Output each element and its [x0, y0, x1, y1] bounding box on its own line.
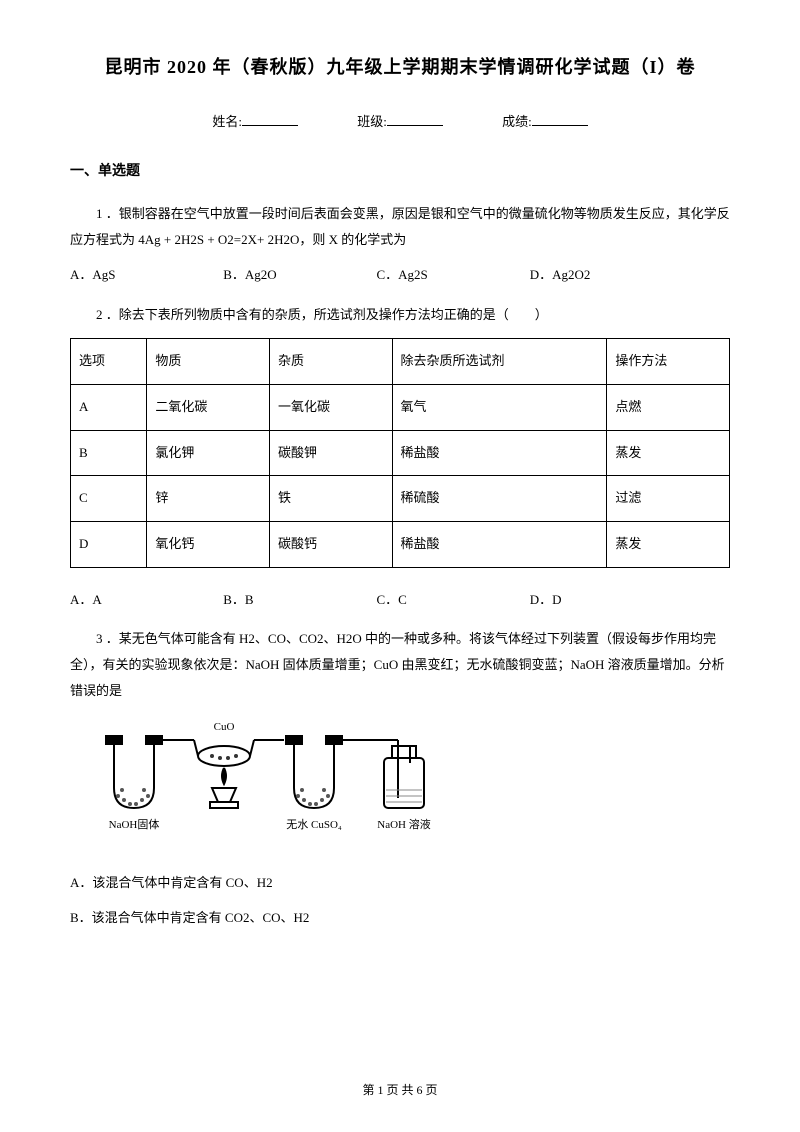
- q3-num: 3 ．: [96, 631, 119, 646]
- table-row: B 氯化钾 碳酸钾 稀盐酸 蒸发: [71, 430, 730, 476]
- q1-opt-a[interactable]: A．AgS: [70, 263, 220, 288]
- cuo-label: CuO: [214, 721, 235, 733]
- td: 氧气: [392, 384, 607, 430]
- section-header: 一、单选题: [70, 159, 730, 186]
- q1-opt-b[interactable]: B．Ag2O: [223, 263, 373, 288]
- q2-table: 选项 物质 杂质 除去杂质所选试剂 操作方法 A 二氧化碳 一氧化碳 氧气 点燃…: [70, 338, 730, 567]
- td: A: [71, 384, 147, 430]
- th: 杂质: [269, 339, 392, 385]
- question-2: 2 ．除去下表所列物质中含有的杂质，所选试剂及操作方法均正确的是（ ）: [70, 302, 730, 328]
- td: 蒸发: [607, 521, 730, 567]
- naoh-solid-label: NaOH固体: [109, 817, 160, 831]
- td: 碳酸钾: [269, 430, 392, 476]
- td: 氯化钾: [147, 430, 270, 476]
- score-label: 成绩:: [502, 114, 532, 129]
- class-blank[interactable]: [387, 112, 443, 126]
- td: 蒸发: [607, 430, 730, 476]
- name-field: 姓名:: [212, 110, 298, 135]
- td: C: [71, 476, 147, 522]
- q2-num: 2 ．: [96, 307, 119, 322]
- q2-opt-a[interactable]: A．A: [70, 588, 220, 613]
- q1-opt-c[interactable]: C．Ag2S: [377, 263, 527, 288]
- cuso4-label: 无水 CuSO₄: [286, 818, 342, 831]
- score-field: 成绩:: [502, 110, 588, 135]
- q1-text: 银制容器在空气中放置一段时间后表面会变黑，原因是银和空气中的微量硫化物等物质发生…: [70, 206, 730, 247]
- th: 除去杂质所选试剂: [392, 339, 607, 385]
- table-header-row: 选项 物质 杂质 除去杂质所选试剂 操作方法: [71, 339, 730, 385]
- naoh-liq-label: NaOH 溶液: [377, 817, 430, 831]
- class-label: 班级:: [357, 114, 387, 129]
- td: 锌: [147, 476, 270, 522]
- th: 操作方法: [607, 339, 730, 385]
- q3-text: 某无色气体可能含有 H2、CO、CO2、H2O 中的一种或多种。将该气体经过下列…: [70, 631, 725, 698]
- td: B: [71, 430, 147, 476]
- page-footer: 第 1 页 共 6 页: [0, 1079, 800, 1102]
- td: 碳酸钙: [269, 521, 392, 567]
- q2-opt-d[interactable]: D．D: [530, 588, 680, 613]
- th: 选项: [71, 339, 147, 385]
- name-blank[interactable]: [242, 112, 298, 126]
- td: 一氧化碳: [269, 384, 392, 430]
- q1-options: A．AgS B．Ag2O C．Ag2S D．Ag2O2: [70, 263, 730, 288]
- q1-opt-d[interactable]: D．Ag2O2: [530, 263, 680, 288]
- q2-text: 除去下表所列物质中含有的杂质，所选试剂及操作方法均正确的是（ ）: [119, 307, 548, 322]
- table-row: C 锌 铁 稀硫酸 过滤: [71, 476, 730, 522]
- table-row: D 氧化钙 碳酸钙 稀盐酸 蒸发: [71, 521, 730, 567]
- q2-opt-c[interactable]: C．C: [377, 588, 527, 613]
- td: 铁: [269, 476, 392, 522]
- score-blank[interactable]: [532, 112, 588, 126]
- q3-opt-a[interactable]: A．该混合气体中肯定含有 CO、H2: [70, 871, 730, 896]
- td: 稀盐酸: [392, 521, 607, 567]
- question-3: 3 ．某无色气体可能含有 H2、CO、CO2、H2O 中的一种或多种。将该气体经…: [70, 626, 730, 704]
- q2-options: A．A B．B C．C D．D: [70, 588, 730, 613]
- td: 氧化钙: [147, 521, 270, 567]
- td: 点燃: [607, 384, 730, 430]
- td: 稀盐酸: [392, 430, 607, 476]
- name-label: 姓名:: [212, 114, 242, 129]
- info-line: 姓名: 班级: 成绩:: [70, 110, 730, 135]
- td: 稀硫酸: [392, 476, 607, 522]
- apparatus-svg: CuO NaOH固体 无水 CuSO₄ NaOH 溶液: [94, 718, 494, 848]
- page-title: 昆明市 2020 年（春秋版）九年级上学期期末学情调研化学试题（I）卷: [70, 50, 730, 84]
- td: D: [71, 521, 147, 567]
- td: 二氧化碳: [147, 384, 270, 430]
- q3-diagram: CuO NaOH固体 无水 CuSO₄ NaOH 溶液: [94, 718, 730, 857]
- class-field: 班级:: [357, 110, 443, 135]
- table-row: A 二氧化碳 一氧化碳 氧气 点燃: [71, 384, 730, 430]
- q2-opt-b[interactable]: B．B: [223, 588, 373, 613]
- q1-num: 1 ．: [96, 206, 119, 221]
- td: 过滤: [607, 476, 730, 522]
- question-1: 1 ．银制容器在空气中放置一段时间后表面会变黑，原因是银和空气中的微量硫化物等物…: [70, 201, 730, 253]
- q3-opt-b[interactable]: B．该混合气体中肯定含有 CO2、CO、H2: [70, 906, 730, 931]
- th: 物质: [147, 339, 270, 385]
